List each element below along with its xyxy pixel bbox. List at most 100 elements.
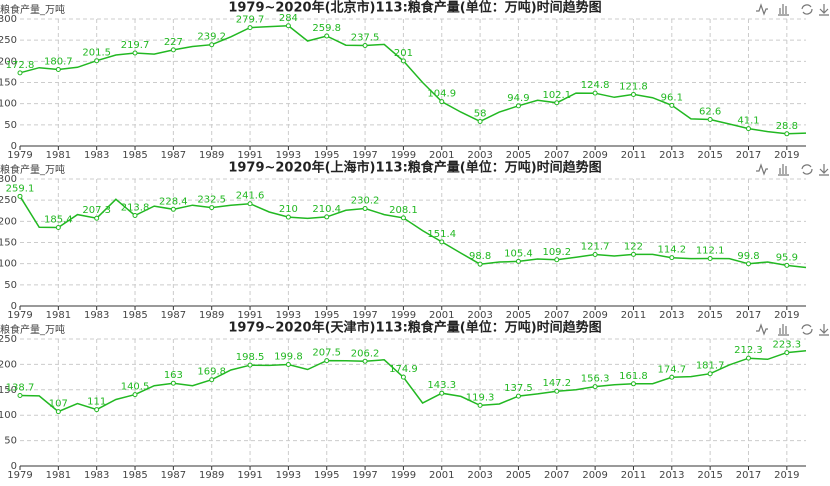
- data-point: [515, 258, 521, 264]
- data-label: 147.2: [542, 378, 571, 389]
- y-tick-label: 0: [11, 461, 17, 472]
- x-tick-label: 2005: [506, 150, 531, 161]
- y-tick-label: 100: [0, 410, 17, 421]
- x-tick-label: 2001: [429, 470, 454, 481]
- x-tick-label: 1991: [237, 150, 262, 161]
- x-tick-label: 1997: [352, 150, 377, 161]
- data-point: [630, 251, 636, 257]
- x-tick-label: 1993: [276, 150, 301, 161]
- x-tick-label: 2009: [582, 470, 607, 481]
- data-point: [477, 118, 483, 124]
- x-tick-label: 2011: [621, 150, 646, 161]
- x-tick-label: 2009: [582, 310, 607, 321]
- x-tick-label: 1995: [314, 470, 339, 481]
- data-label: 212.3: [734, 345, 763, 356]
- data-point: [745, 261, 751, 267]
- data-line: [19, 195, 807, 269]
- x-tick-label: 1991: [237, 470, 262, 481]
- x-tick-label: 2007: [544, 310, 569, 321]
- data-label: 151.4: [427, 229, 456, 240]
- y-tick-label: 50: [4, 280, 17, 291]
- data-point: [17, 393, 23, 399]
- data-point: [707, 116, 713, 122]
- x-tick-label: 2015: [697, 310, 722, 321]
- data-label: 102.1: [542, 90, 571, 101]
- data-point: [55, 225, 61, 231]
- data-label: 239.2: [197, 32, 226, 43]
- toolbox[interactable]: [756, 163, 829, 176]
- data-point: [132, 392, 138, 398]
- x-tick-label: 2013: [659, 470, 684, 481]
- x-tick-label: 2013: [659, 310, 684, 321]
- data-label: 109.2: [542, 247, 571, 258]
- x-tick-label: 1987: [161, 150, 186, 161]
- data-label: 62.6: [699, 106, 721, 117]
- data-label: 107: [49, 399, 68, 410]
- x-tick-label: 1981: [46, 310, 71, 321]
- data-label: 161.8: [619, 371, 648, 382]
- data-point: [745, 355, 751, 361]
- x-tick-label: 2009: [582, 150, 607, 161]
- y-axis-label: 粮食产量_万吨: [0, 323, 65, 336]
- data-label: 207.3: [82, 205, 111, 216]
- data-point: [592, 251, 598, 257]
- data-label: 95.9: [776, 252, 798, 263]
- data-label: 58: [474, 108, 487, 119]
- y-tick-label: 250: [0, 334, 17, 345]
- x-tick-label: 1991: [237, 310, 262, 321]
- data-label: 207.5: [312, 348, 341, 359]
- data-point: [439, 99, 445, 105]
- toolbox[interactable]: [756, 323, 829, 336]
- y-axis-label: 粮食产量_万吨: [0, 163, 65, 176]
- data-label: 201.5: [82, 48, 111, 59]
- data-label: 111: [87, 397, 106, 408]
- data-point: [362, 206, 368, 212]
- x-tick-label: 2019: [774, 150, 799, 161]
- data-point: [362, 358, 368, 364]
- x-tick-label: 1985: [122, 310, 147, 321]
- data-label: 172.8: [6, 60, 35, 71]
- y-tick-label: 0: [11, 301, 17, 312]
- data-label: 99.8: [737, 251, 759, 262]
- x-tick-label: 1987: [161, 470, 186, 481]
- data-label: 121.8: [619, 81, 648, 92]
- data-label: 227: [164, 37, 183, 48]
- x-tick-label: 1981: [46, 470, 71, 481]
- data-point: [247, 25, 253, 31]
- data-point: [247, 362, 253, 368]
- y-axis-label: 粮食产量_万吨: [0, 3, 65, 16]
- data-label: 279.7: [236, 15, 265, 26]
- data-label: 210: [279, 204, 298, 215]
- toolbox[interactable]: [756, 3, 829, 16]
- data-label: 169.8: [197, 367, 226, 378]
- data-point: [400, 215, 406, 221]
- data-label: 180.7: [44, 57, 73, 68]
- x-tick-label: 1989: [199, 150, 224, 161]
- data-label: 201: [394, 48, 413, 59]
- data-point: [209, 42, 215, 48]
- x-tick-label: 2003: [467, 310, 492, 321]
- data-point: [515, 393, 521, 399]
- data-point: [554, 388, 560, 394]
- data-point: [17, 70, 23, 76]
- data-point: [439, 390, 445, 396]
- data-point: [324, 214, 330, 220]
- y-tick-label: 50: [4, 436, 17, 447]
- y-tick-label: 300: [0, 174, 17, 185]
- data-line: [19, 25, 807, 135]
- data-point: [132, 50, 138, 56]
- y-tick-label: 150: [0, 238, 17, 249]
- data-label: 181.7: [696, 361, 725, 372]
- data-point: [324, 358, 330, 364]
- data-point: [285, 23, 291, 29]
- x-tick-label: 1993: [276, 310, 301, 321]
- y-tick-label: 0: [11, 141, 17, 152]
- x-tick-label: 1997: [352, 310, 377, 321]
- data-label: 124.8: [581, 80, 610, 91]
- x-tick-label: 1981: [46, 150, 71, 161]
- y-tick-label: 200: [0, 359, 17, 370]
- x-tick-label: 2015: [697, 150, 722, 161]
- data-point: [132, 212, 138, 218]
- data-label: 156.3: [581, 374, 610, 385]
